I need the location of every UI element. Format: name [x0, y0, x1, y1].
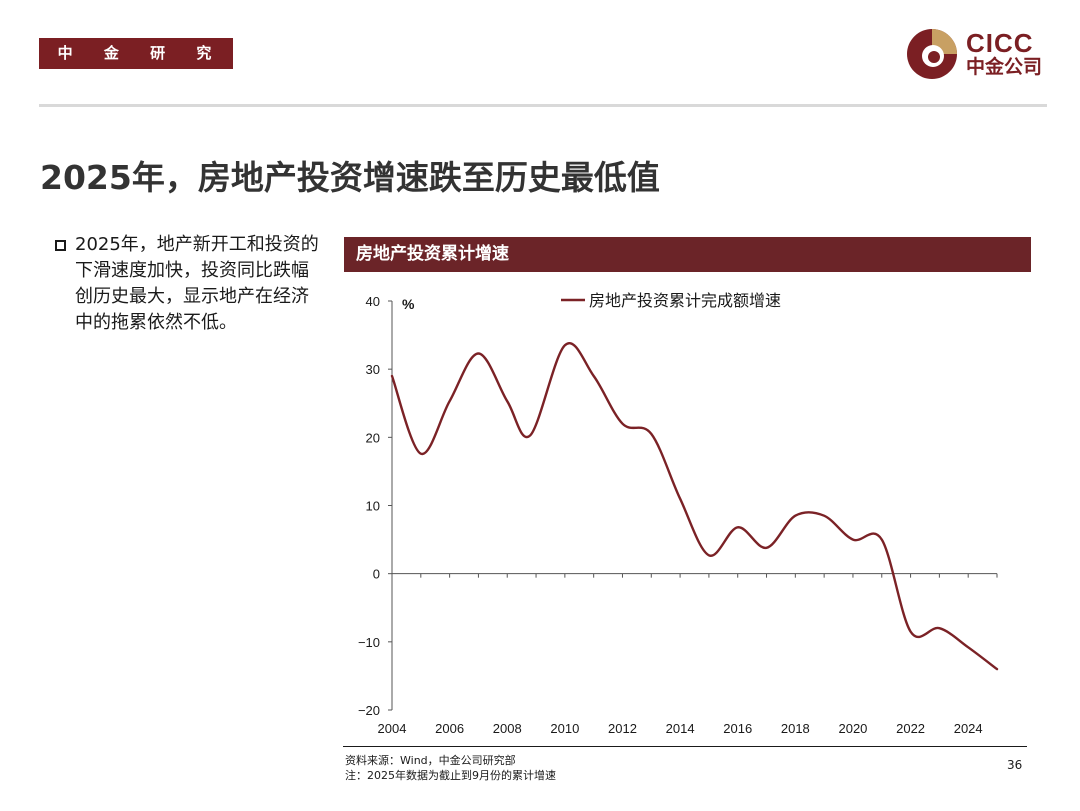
chart-axes [388, 300, 998, 711]
logo-text-en: CICC [966, 28, 1034, 58]
x-tick-label: 2022 [896, 721, 925, 736]
y-tick-label: 40 [366, 294, 380, 309]
cicc-logo: CICC 中金公司 [906, 28, 1048, 80]
y-tick-label: −20 [358, 703, 380, 718]
y-tick-labels: −20 −10 0 10 20 30 40 [358, 294, 380, 718]
x-tick-label: 2006 [435, 721, 464, 736]
page-number: 36 [1007, 758, 1023, 772]
y-tick-label: 20 [366, 430, 380, 445]
chart-header: 房地产投资累计增速 [344, 237, 1031, 272]
x-tick-label: 2014 [666, 721, 695, 736]
y-tick-label: 10 [366, 499, 380, 514]
y-axis-unit-label: % [402, 296, 415, 312]
x-tick-label: 2008 [493, 721, 522, 736]
note-text: 注：2025年数据为截止到9月份的累计增速 [345, 769, 556, 782]
bullet-text: 2025年，地产新开工和投资的下滑速度加快，投资同比跌幅创历史最大，显示地产在经… [75, 234, 319, 333]
x-tick-label: 2016 [723, 721, 752, 736]
cicc-logo-icon [907, 29, 957, 79]
y-tick-label: −10 [358, 635, 380, 650]
chart-legend: 房地产投资累计完成额增速 [561, 291, 781, 310]
x-tick-label: 2004 [378, 721, 407, 736]
series-line-investment-growth [390, 342, 999, 671]
x-tick-label: 2018 [781, 721, 810, 736]
x-tick-label: 2024 [954, 721, 983, 736]
header-divider [39, 104, 1047, 107]
page-title: 2025年，房地产投资增速跌至历史最低值 [40, 158, 660, 197]
hollow-square-icon [55, 240, 66, 251]
source-notes: 资料来源：Wind，中金公司研究部 注：2025年数据为截止到9月份的累计增速 [345, 753, 556, 783]
department-tag: 中 金 研 究 部 [39, 38, 233, 93]
y-tick-label: 0 [373, 567, 380, 582]
y-tick-label: 30 [366, 362, 380, 377]
logo-text-cn: 中金公司 [966, 56, 1043, 78]
source-text: 资料来源：Wind，中金公司研究部 [345, 754, 516, 767]
legend-label: 房地产投资累计完成额增速 [589, 291, 781, 310]
x-tick-label: 2020 [838, 721, 867, 736]
x-tick-label: 2012 [608, 721, 637, 736]
x-tick-label: 2010 [550, 721, 579, 736]
footer-divider [343, 746, 1027, 747]
x-tick-labels: 2004 2006 2008 2010 2012 2014 2016 2018 2020 2022… [378, 721, 983, 736]
